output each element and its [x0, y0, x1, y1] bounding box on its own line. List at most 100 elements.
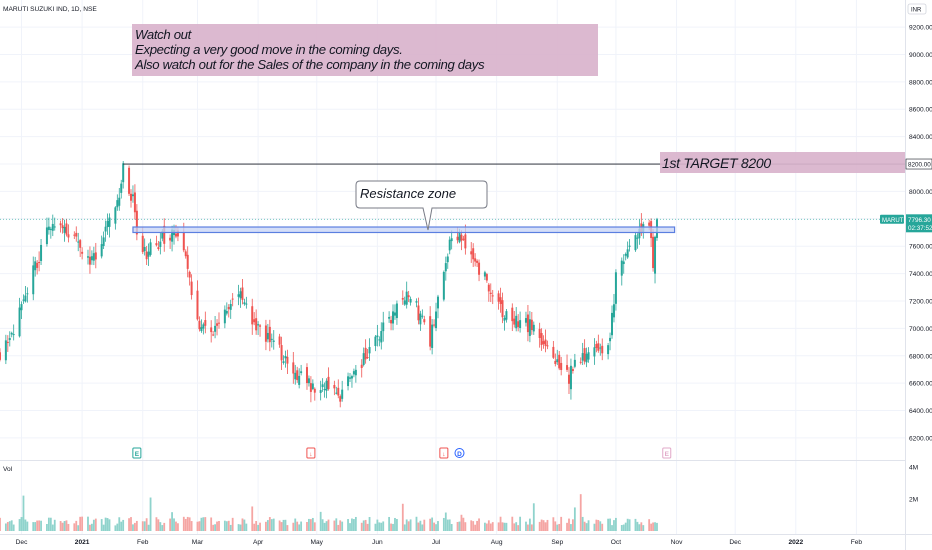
candle-body — [86, 256, 89, 258]
candle-body — [407, 295, 410, 298]
volume-bar — [49, 517, 52, 531]
volume-bar — [296, 521, 299, 531]
candle-body — [34, 261, 37, 271]
currency-badge[interactable]: INR — [907, 3, 927, 15]
note-line: Watch out — [135, 27, 193, 42]
volume-bar — [405, 519, 408, 531]
candles — [0, 160, 658, 408]
resistance-zone-rect[interactable] — [132, 226, 676, 234]
volume-bar — [513, 523, 516, 531]
candle-body — [253, 319, 256, 323]
volume-bar — [388, 516, 391, 531]
volume-bar — [446, 519, 449, 531]
candle-body — [485, 274, 488, 281]
candle-body — [433, 324, 436, 326]
volume-bar — [94, 518, 97, 531]
split-marker[interactable]: ↓ — [306, 447, 316, 459]
volume-bar — [362, 520, 365, 531]
event-marker-letter: D — [457, 451, 462, 458]
candle-body — [161, 231, 164, 239]
volume-bar — [560, 516, 563, 531]
volume-bar — [313, 522, 316, 531]
volume-bar — [656, 522, 658, 531]
volume-bar — [581, 516, 584, 531]
candle-body — [515, 315, 518, 329]
volume-bar — [26, 521, 29, 531]
volume-bar — [12, 524, 15, 531]
split-marker[interactable]: ↓ — [439, 447, 449, 459]
candle-body — [159, 241, 162, 247]
candle-body — [200, 327, 203, 332]
volume-bar — [347, 519, 349, 531]
earnings-marker[interactable]: E — [662, 447, 672, 459]
candle-body — [380, 331, 383, 343]
candle-body — [26, 293, 29, 295]
candle-body — [307, 378, 310, 384]
candle-body — [636, 237, 639, 239]
candle-body — [648, 222, 651, 226]
time-tick-label: Jun — [372, 539, 383, 546]
volume-bar — [92, 519, 95, 531]
price-tick-label: 7400.00 — [909, 271, 932, 278]
candle-body — [319, 390, 322, 393]
volume-bar — [177, 523, 179, 531]
resistance-callout[interactable]: Resistance zone — [355, 180, 488, 231]
candle-body — [581, 353, 584, 361]
candle-body — [94, 252, 97, 260]
time-tick-label: Oct — [611, 539, 621, 546]
candle-body — [417, 305, 420, 321]
candle-body — [401, 297, 404, 300]
volume-bar — [376, 519, 379, 531]
volume-bar — [87, 516, 89, 531]
volume-bar — [497, 522, 500, 531]
candle-body — [300, 371, 303, 374]
price-axis: 9200.00 9000.00 8800.00 8600.00 8400.00 8000.… — [909, 25, 932, 443]
candle-body — [335, 392, 338, 394]
candle-body — [526, 314, 529, 333]
candle-body — [264, 325, 267, 342]
candle-body — [354, 369, 357, 376]
candle-body — [339, 396, 342, 402]
candle-body — [155, 243, 158, 246]
candle-body — [241, 287, 244, 300]
candle-body — [612, 304, 615, 318]
dividend-marker[interactable]: D — [454, 448, 465, 459]
candle-body — [519, 320, 522, 329]
note-line: Also watch out for the Sales of the comp… — [134, 57, 485, 72]
candle-body — [554, 360, 557, 364]
candle-body — [542, 341, 545, 344]
candle-body — [296, 370, 299, 381]
candle-body — [587, 352, 590, 360]
volume-bar — [253, 523, 256, 531]
volume-bar — [546, 519, 549, 531]
volume-bar — [143, 521, 146, 531]
earnings-marker[interactable]: E — [132, 447, 142, 459]
candle-body — [560, 362, 563, 370]
price-tick-label: 6400.00 — [909, 408, 932, 415]
candle-body — [593, 347, 596, 357]
volume-bar — [528, 518, 531, 531]
candle-body — [497, 293, 500, 302]
last-price-label: 7796.30 — [908, 217, 931, 224]
volume-bar — [607, 518, 609, 531]
candle-body — [419, 313, 422, 325]
volume-bar — [351, 518, 353, 531]
candle-body — [65, 223, 68, 235]
volume-bar — [108, 519, 111, 531]
candle-body — [36, 262, 39, 268]
volume-bar — [458, 521, 461, 531]
candle-body — [278, 336, 281, 345]
candle-body — [323, 389, 326, 391]
volume-bar — [73, 523, 76, 531]
volume-bar — [597, 520, 600, 531]
volume-bar — [268, 517, 271, 531]
volume-bar — [540, 519, 543, 531]
candle-body — [184, 251, 187, 257]
target-label-box[interactable] — [660, 152, 905, 173]
volume-bar — [593, 523, 596, 531]
candle-body — [352, 371, 355, 375]
